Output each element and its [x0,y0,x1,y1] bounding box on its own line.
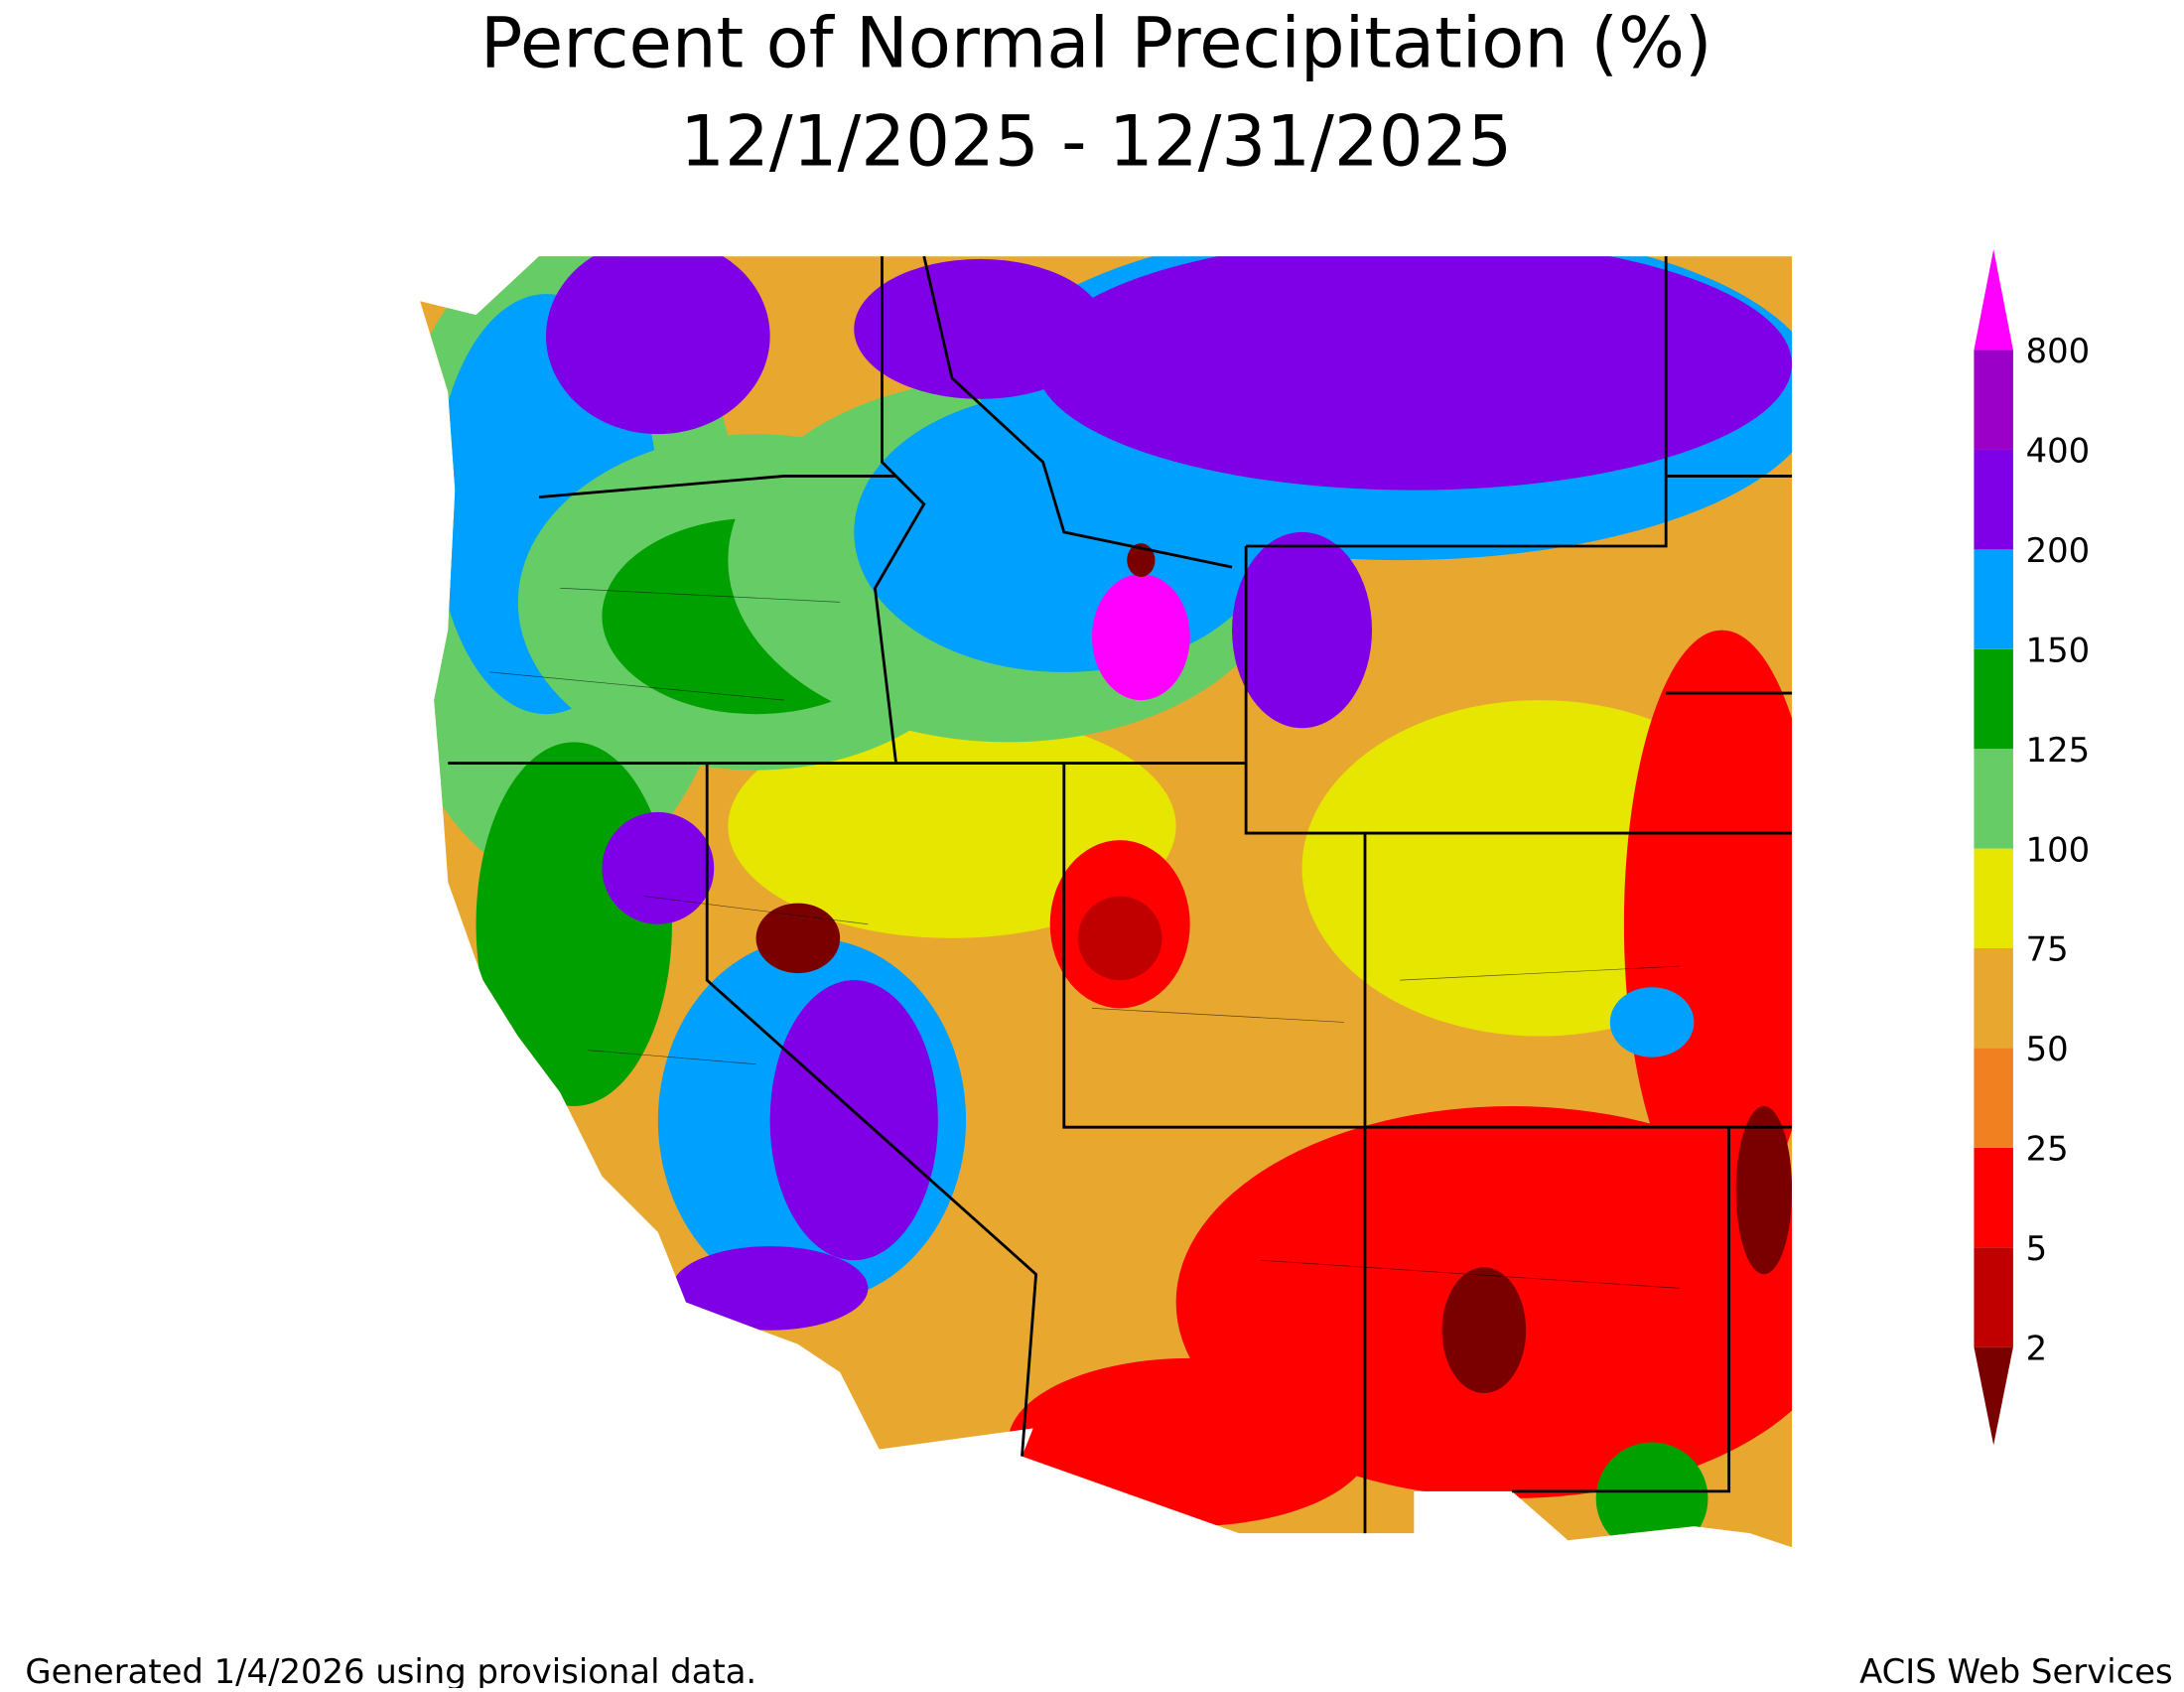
legend-swatch [1974,449,2013,550]
legend-swatch [1974,848,2013,948]
precip-map [420,256,1793,1548]
legend-tick-label: 2 [2026,1329,2048,1367]
legend-swatch [1974,549,2013,649]
footer-left: Generated 1/4/2026 using provisional dat… [25,1652,756,1688]
legend-tick-label: 800 [2026,332,2091,370]
legend-tick-label: 75 [2026,930,2069,969]
legend-swatch [1974,1048,2013,1148]
legend-swatch [1974,1346,2013,1446]
footer-right: ACIS Web Services [1859,1652,2173,1688]
legend-tick-label: 200 [2026,531,2091,570]
legend-tick-label: 50 [2026,1030,2069,1068]
state-borders [448,255,1793,1534]
legend-swatch [1974,350,2013,450]
legend-tick-label: 5 [2026,1229,2048,1268]
legend-tick-label: 25 [2026,1129,2069,1168]
legend-swatch [1974,1147,2013,1248]
legend-swatch [1974,749,2013,849]
legend-swatch [1974,648,2013,750]
legend-swatch [1974,1247,2013,1347]
legend-swatch [1974,947,2013,1049]
legend-tick-label: 150 [2026,631,2091,669]
map-subtitle: 12/1/2025 - 12/31/2025 [680,100,1512,182]
map-title: Percent of Normal Precipitation (%) [480,3,1712,84]
legend-tick-label: 400 [2026,432,2091,471]
legend-tick-label: 125 [2026,731,2091,770]
legend-swatch [1974,249,2013,351]
legend-tick-label: 100 [2026,830,2091,869]
